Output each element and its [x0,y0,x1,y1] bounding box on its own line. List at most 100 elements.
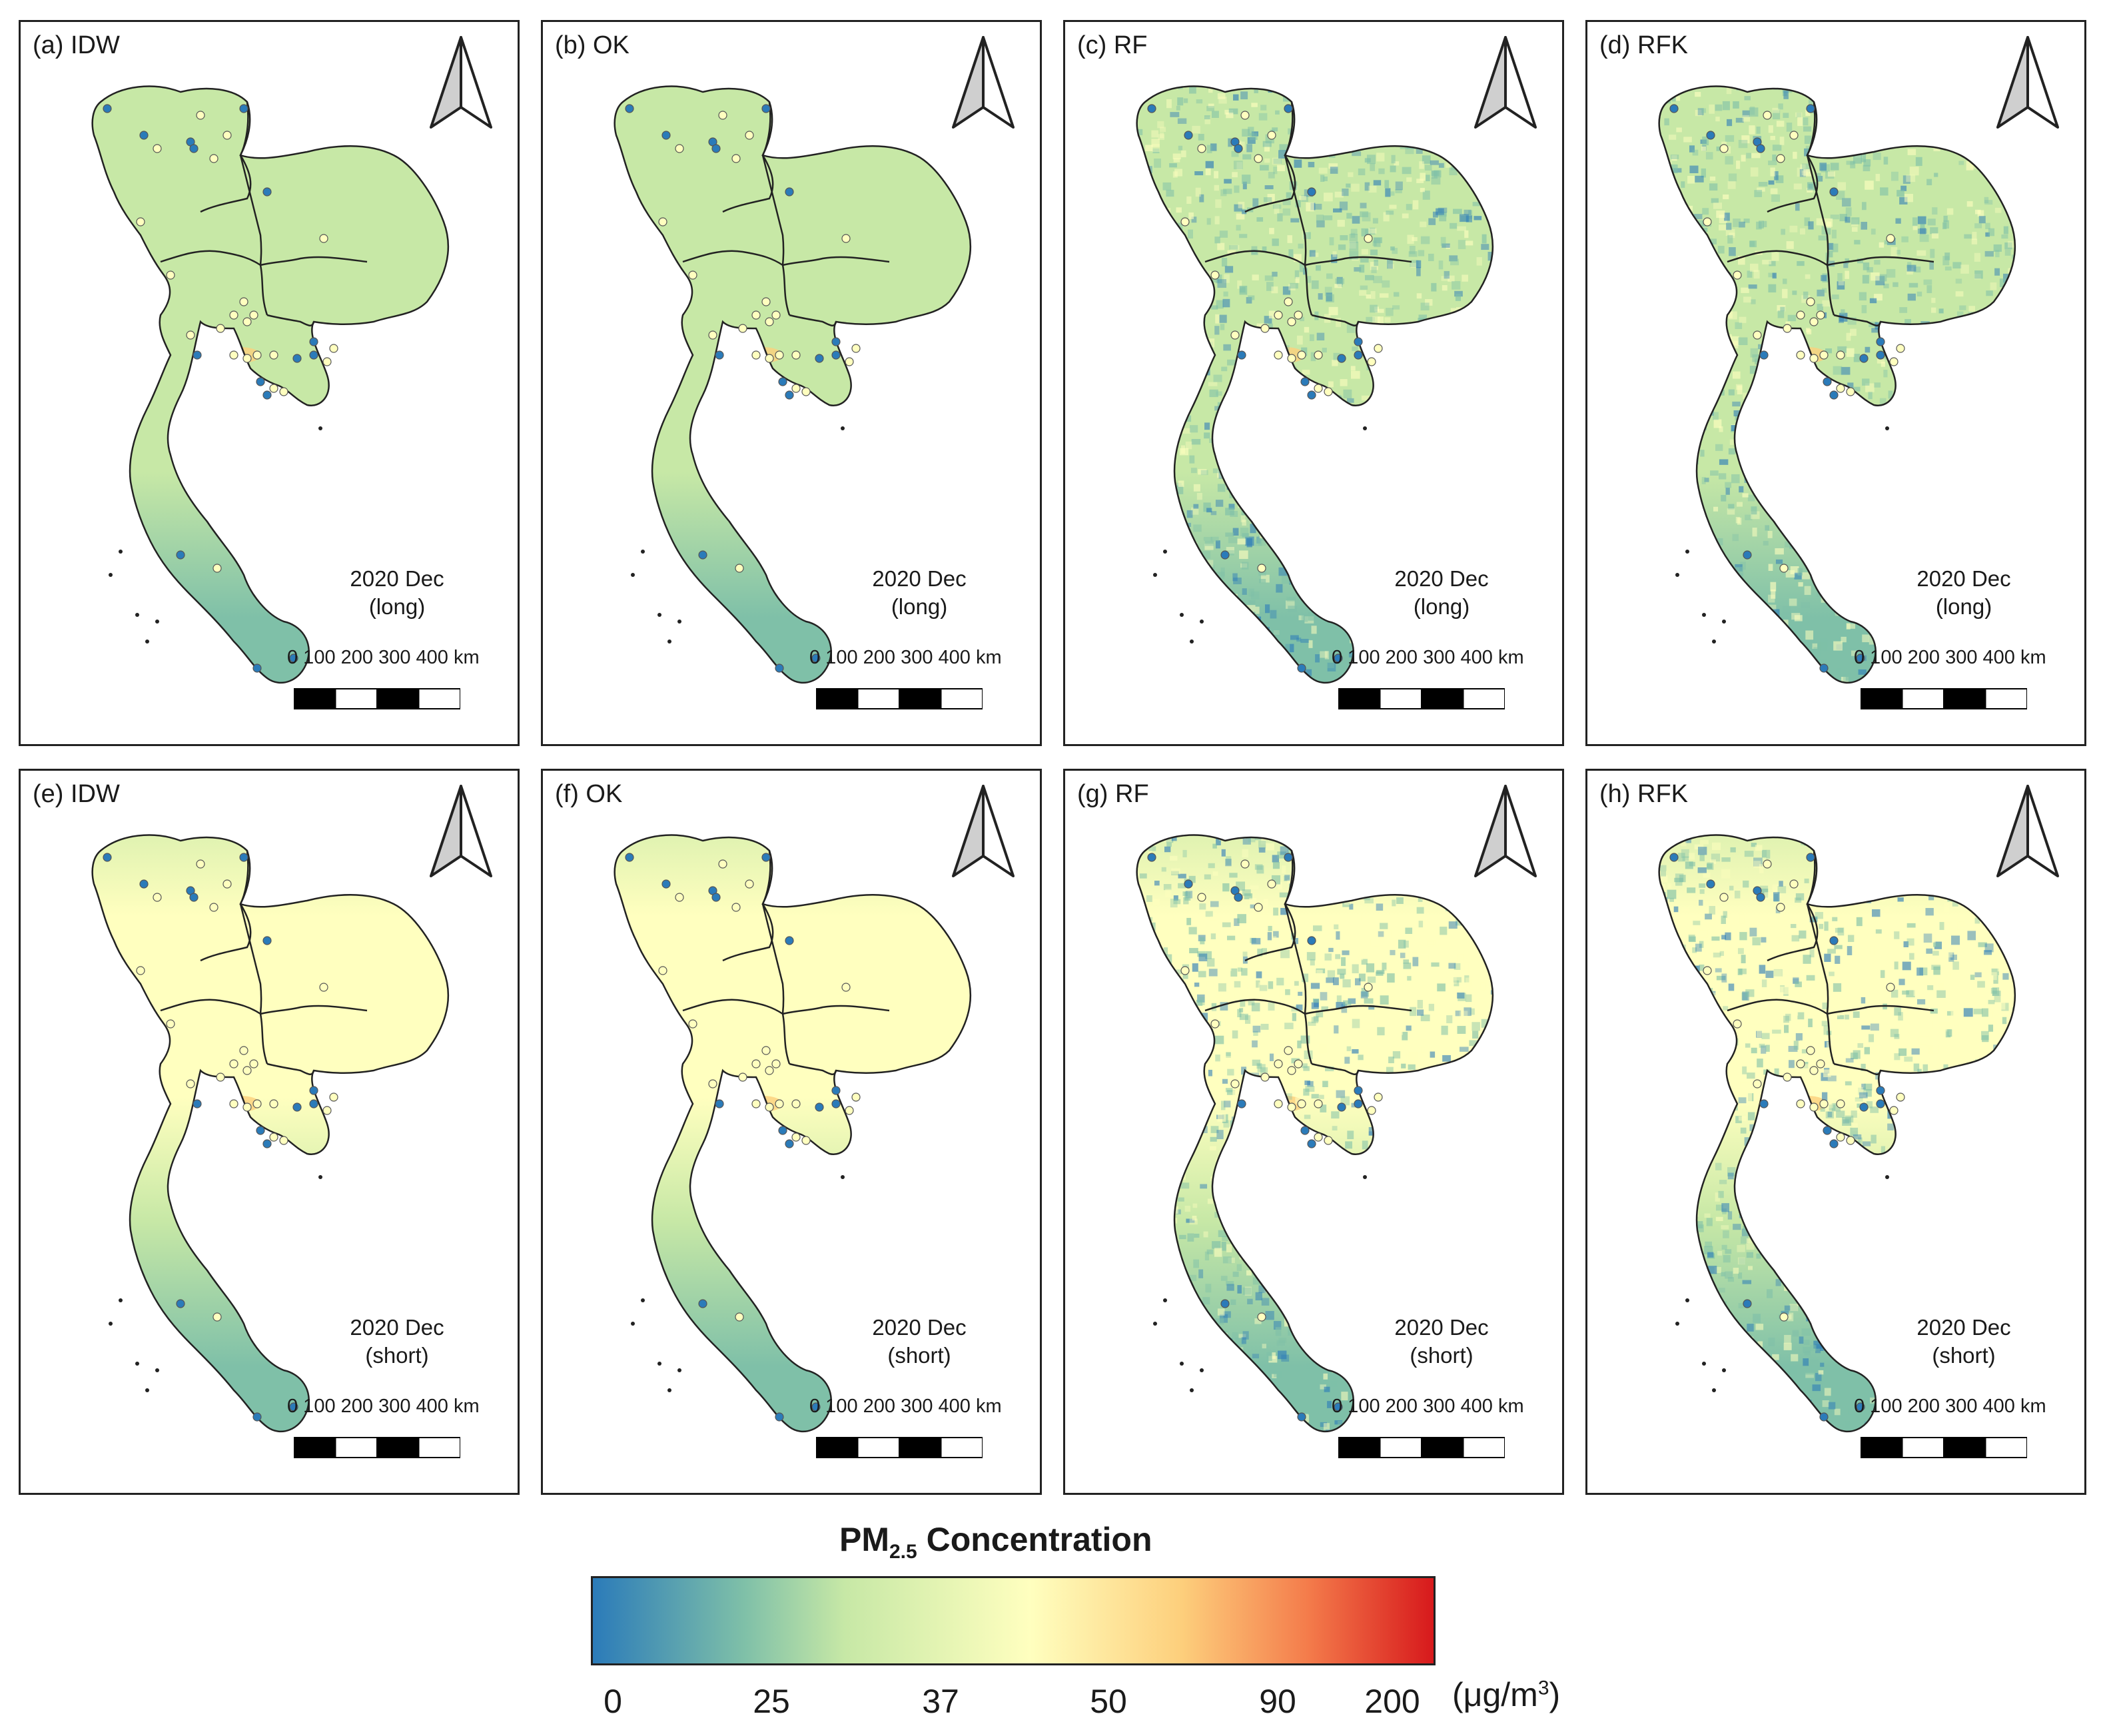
monitoring-station [242,317,252,326]
monitoring-station [1706,879,1715,889]
island [657,1362,661,1366]
north-arrow-icon [430,36,492,129]
region-border [1806,903,1829,1015]
monitoring-station [1210,1019,1220,1029]
monitoring-station [1297,663,1306,673]
island [135,1362,139,1366]
legend-colorbar [591,1576,1436,1665]
region-border [239,155,262,266]
monitoring-station [1287,1066,1296,1075]
map-panel-e: (e) IDW 2020 Dec (short) 0 100 200 300 40… [19,769,520,1495]
island [631,1322,635,1326]
period-label: 2020 Dec (short) [872,1315,967,1368]
monitoring-station [771,310,781,320]
legend-tick: 25 [753,1683,790,1720]
region-border [1284,903,1307,1015]
pm25-surface [1136,835,1493,1432]
monitoring-station [166,1019,175,1029]
island [318,1175,322,1179]
island [1675,573,1679,577]
scale-bar [1338,1437,1505,1458]
monitoring-station [1829,187,1839,197]
island [657,613,661,617]
island [1722,1368,1726,1372]
country-outline [1136,85,1494,684]
north-arrow-icon [1474,36,1537,129]
monitoring-station [1267,879,1276,889]
monitoring-station [815,1102,824,1112]
panel-title: (f) OK [555,780,623,808]
monitoring-station [1859,1102,1869,1112]
monitoring-station [1334,1402,1343,1412]
island [1685,550,1689,554]
region-border [782,1005,890,1015]
monitoring-station [1819,350,1829,360]
monitoring-station [801,1136,811,1145]
island [1190,1388,1194,1392]
map-panel-d: (d) RFK 2020 Dec (long) 0 100 200 300 400… [1585,20,2086,746]
island [1712,1388,1716,1392]
monitoring-station [735,1312,744,1322]
monitoring-station [1300,377,1310,386]
monitoring-station [841,234,851,243]
monitoring-station [193,350,202,360]
monitoring-station [1719,144,1729,153]
monitoring-station [252,350,262,360]
country-outline [91,834,450,1433]
monitoring-station [1816,1059,1825,1069]
map-panel-a: (a) IDW 2020 Dec (long) 0 100 200 300 400… [19,20,520,746]
region-border [1827,1005,1934,1015]
monitoring-station [1779,564,1789,573]
legend-tick: 37 [922,1683,959,1720]
monitoring-station [1254,903,1263,912]
island [1363,426,1367,430]
panel-title: (b) OK [555,31,630,59]
monitoring-station [1297,1099,1306,1108]
monitoring-station [1783,324,1792,333]
island [1885,1175,1889,1179]
monitoring-station [322,357,332,366]
island [1702,613,1706,617]
scale-bar [294,1437,460,1458]
monitoring-station [715,350,724,360]
monitoring-station [811,1402,821,1412]
monitoring-station [279,1136,288,1145]
monitoring-station [292,354,302,363]
monitoring-station [242,1066,252,1075]
map-panel-c: (c) RF 2020 Dec (long) 0 100 200 300 400 … [1063,20,1564,746]
scale-bar-labels: 0 100 200 300 400 km [809,1396,1002,1417]
monitoring-station [1886,234,1895,243]
monitoring-station [761,853,771,862]
monitoring-station [1763,859,1772,869]
monitoring-station [1809,1102,1819,1112]
island [145,640,149,644]
scale-bar [1861,688,2027,709]
island [1712,640,1716,644]
monitoring-station [229,350,238,360]
monitoring-station [1297,350,1306,360]
monitoring-station [269,384,278,393]
scale-bar-labels: 0 100 200 300 400 km [1332,1396,1524,1417]
panel-title: (c) RF [1077,31,1148,59]
monitoring-station [738,1073,747,1082]
monitoring-station [1354,337,1363,346]
island [841,426,845,430]
monitoring-station [1240,859,1250,869]
monitoring-station [1314,1132,1323,1142]
monitoring-station [1806,853,1815,862]
monitoring-station [1254,154,1263,163]
monitoring-station [1776,903,1785,912]
monitoring-station [661,131,671,140]
monitoring-station [1354,350,1363,360]
monitoring-station [1364,983,1373,992]
monitoring-station [661,879,671,889]
monitoring-station [1197,893,1206,902]
monitoring-station [1759,1099,1769,1108]
monitoring-station [1294,1059,1303,1069]
monitoring-station [252,1099,262,1108]
monitoring-station [186,330,195,340]
region-border [789,1063,837,1075]
monitoring-station [811,653,821,663]
monitoring-station [1789,879,1799,889]
monitoring-station [785,390,794,400]
